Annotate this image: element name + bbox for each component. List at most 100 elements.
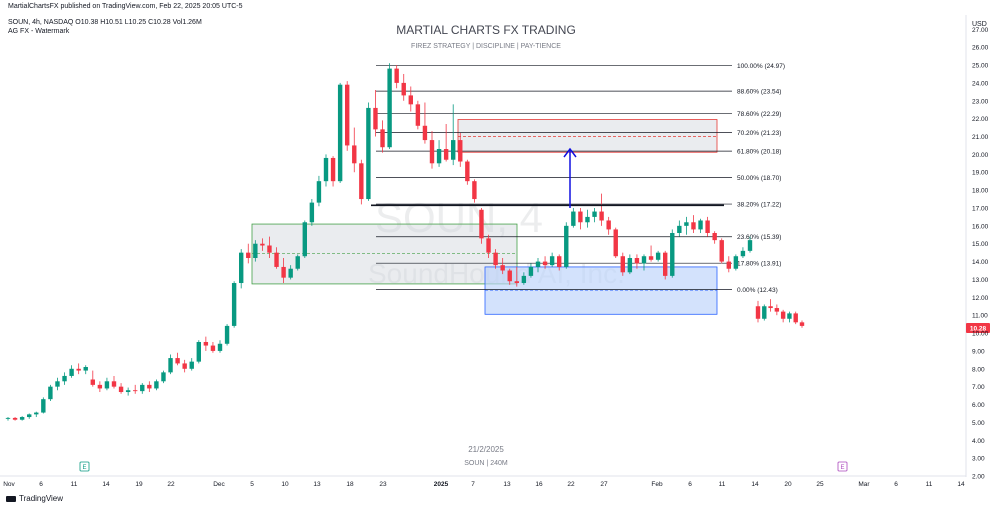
indicator-legend[interactable]: AG FX - Watermark [8, 28, 70, 35]
last-price-tag [966, 323, 990, 334]
price-tick-label: 14.00 [972, 259, 989, 266]
price-tick-label: 8.00 [972, 366, 985, 373]
time-tick-label: 27 [600, 481, 608, 488]
time-tick-label: 13 [503, 481, 511, 488]
candle-down [90, 379, 95, 385]
time-tick-label: 14 [751, 481, 759, 488]
candle-down [246, 252, 251, 259]
price-tick-label: 13.00 [972, 277, 989, 284]
candle-up [747, 240, 753, 251]
candle-down [210, 345, 216, 351]
candle-down [203, 341, 209, 346]
candle-down [401, 82, 406, 96]
candle-up [670, 232, 675, 276]
ohlc-legend[interactable]: SOUN, 4h, NASDAQ O10.38 H10.51 L10.25 C1… [8, 19, 202, 26]
candle-up [231, 283, 237, 326]
candle-down [111, 381, 117, 387]
candle-down [380, 129, 385, 148]
candle-up [5, 417, 11, 419]
candle-up [323, 157, 329, 182]
candle-up [83, 367, 88, 371]
candle-up [161, 372, 166, 382]
candle-down [613, 229, 618, 257]
fib-level-label: 70.20% (21.23) [737, 130, 781, 137]
candle-down [755, 306, 761, 319]
time-tick-label: Mar [858, 481, 870, 488]
candle-down [147, 384, 152, 389]
candle-up [740, 250, 746, 257]
candle-up [196, 341, 201, 362]
tradingview-icon [6, 495, 16, 502]
candle-down [345, 84, 350, 146]
candle-down [493, 252, 498, 266]
time-tick-label: Dec [213, 481, 225, 488]
watermark-symbol: SOUN, 4 [375, 194, 543, 241]
time-tick-label: 19 [135, 481, 143, 488]
candle-up [295, 256, 300, 269]
candle-up [288, 268, 293, 278]
fib-level-label: 100.00% (24.97) [737, 63, 785, 70]
candle-up [337, 84, 343, 182]
candle-up [19, 417, 25, 420]
candle-down [542, 261, 548, 266]
earnings-marker[interactable]: E [837, 461, 848, 472]
time-tick-label: 11 [71, 481, 78, 488]
price-tick-label: 9.00 [972, 348, 985, 355]
svg-text:E: E [82, 465, 86, 471]
candle-down [691, 222, 696, 230]
candle-down [352, 145, 357, 164]
time-tick-label: 11 [719, 481, 726, 488]
candle-down [780, 311, 786, 319]
tradingview-brand: TradingView [19, 494, 64, 503]
last-price-label: 10.28 [970, 326, 987, 333]
candle-up [48, 386, 53, 400]
tradingview-logo[interactable]: TradingView [6, 494, 63, 503]
candle-up [655, 252, 661, 260]
candle-down [429, 140, 435, 164]
candle-up [125, 390, 131, 393]
candle-up [585, 216, 590, 223]
price-tick-label: 12.00 [972, 295, 989, 302]
time-tick-label: 5 [250, 481, 254, 488]
red-zone [457, 119, 718, 153]
price-tick-label: 20.00 [972, 152, 989, 159]
time-tick-label: 18 [346, 481, 354, 488]
candle-up [762, 306, 767, 319]
candle-down [260, 243, 265, 246]
candle-up [55, 381, 60, 387]
candle-up [698, 220, 703, 230]
time-tick-label: 22 [167, 481, 175, 488]
candle-down [330, 157, 336, 182]
fib-level-label: 0.00% (12.43) [737, 287, 778, 294]
price-tick-label: 24.00 [972, 80, 989, 87]
candle-down [133, 390, 138, 392]
candle-down [373, 107, 378, 130]
candle-up [69, 368, 74, 376]
candle-down [118, 386, 124, 393]
earnings-marker[interactable]: E [79, 461, 90, 472]
candle-down [507, 270, 512, 282]
candle-up [302, 222, 307, 257]
price-tick-label: 11.00 [972, 313, 988, 320]
candle-down [634, 258, 640, 264]
price-tick-label: 18.00 [972, 188, 989, 195]
candle-down [394, 68, 399, 83]
candle-up [733, 256, 739, 269]
candle-up [224, 325, 230, 344]
candle-up [309, 202, 315, 223]
time-tick-label: 10 [281, 481, 289, 488]
candle-down [281, 266, 286, 278]
watermark-title: MARTIAL CHARTS FX TRADING [396, 23, 576, 37]
green-zone [251, 223, 518, 285]
time-tick-label: Feb [651, 481, 663, 488]
candle-down [799, 322, 805, 326]
candle-up [34, 412, 39, 415]
candle-down [486, 238, 491, 253]
candle-down [726, 261, 731, 269]
price-tick-label: 27.00 [972, 27, 989, 34]
candle-up [528, 266, 534, 276]
candle-up [27, 414, 32, 418]
price-tick-label: 15.00 [972, 241, 989, 248]
fib-level-label: 88.60% (23.54) [737, 89, 781, 96]
